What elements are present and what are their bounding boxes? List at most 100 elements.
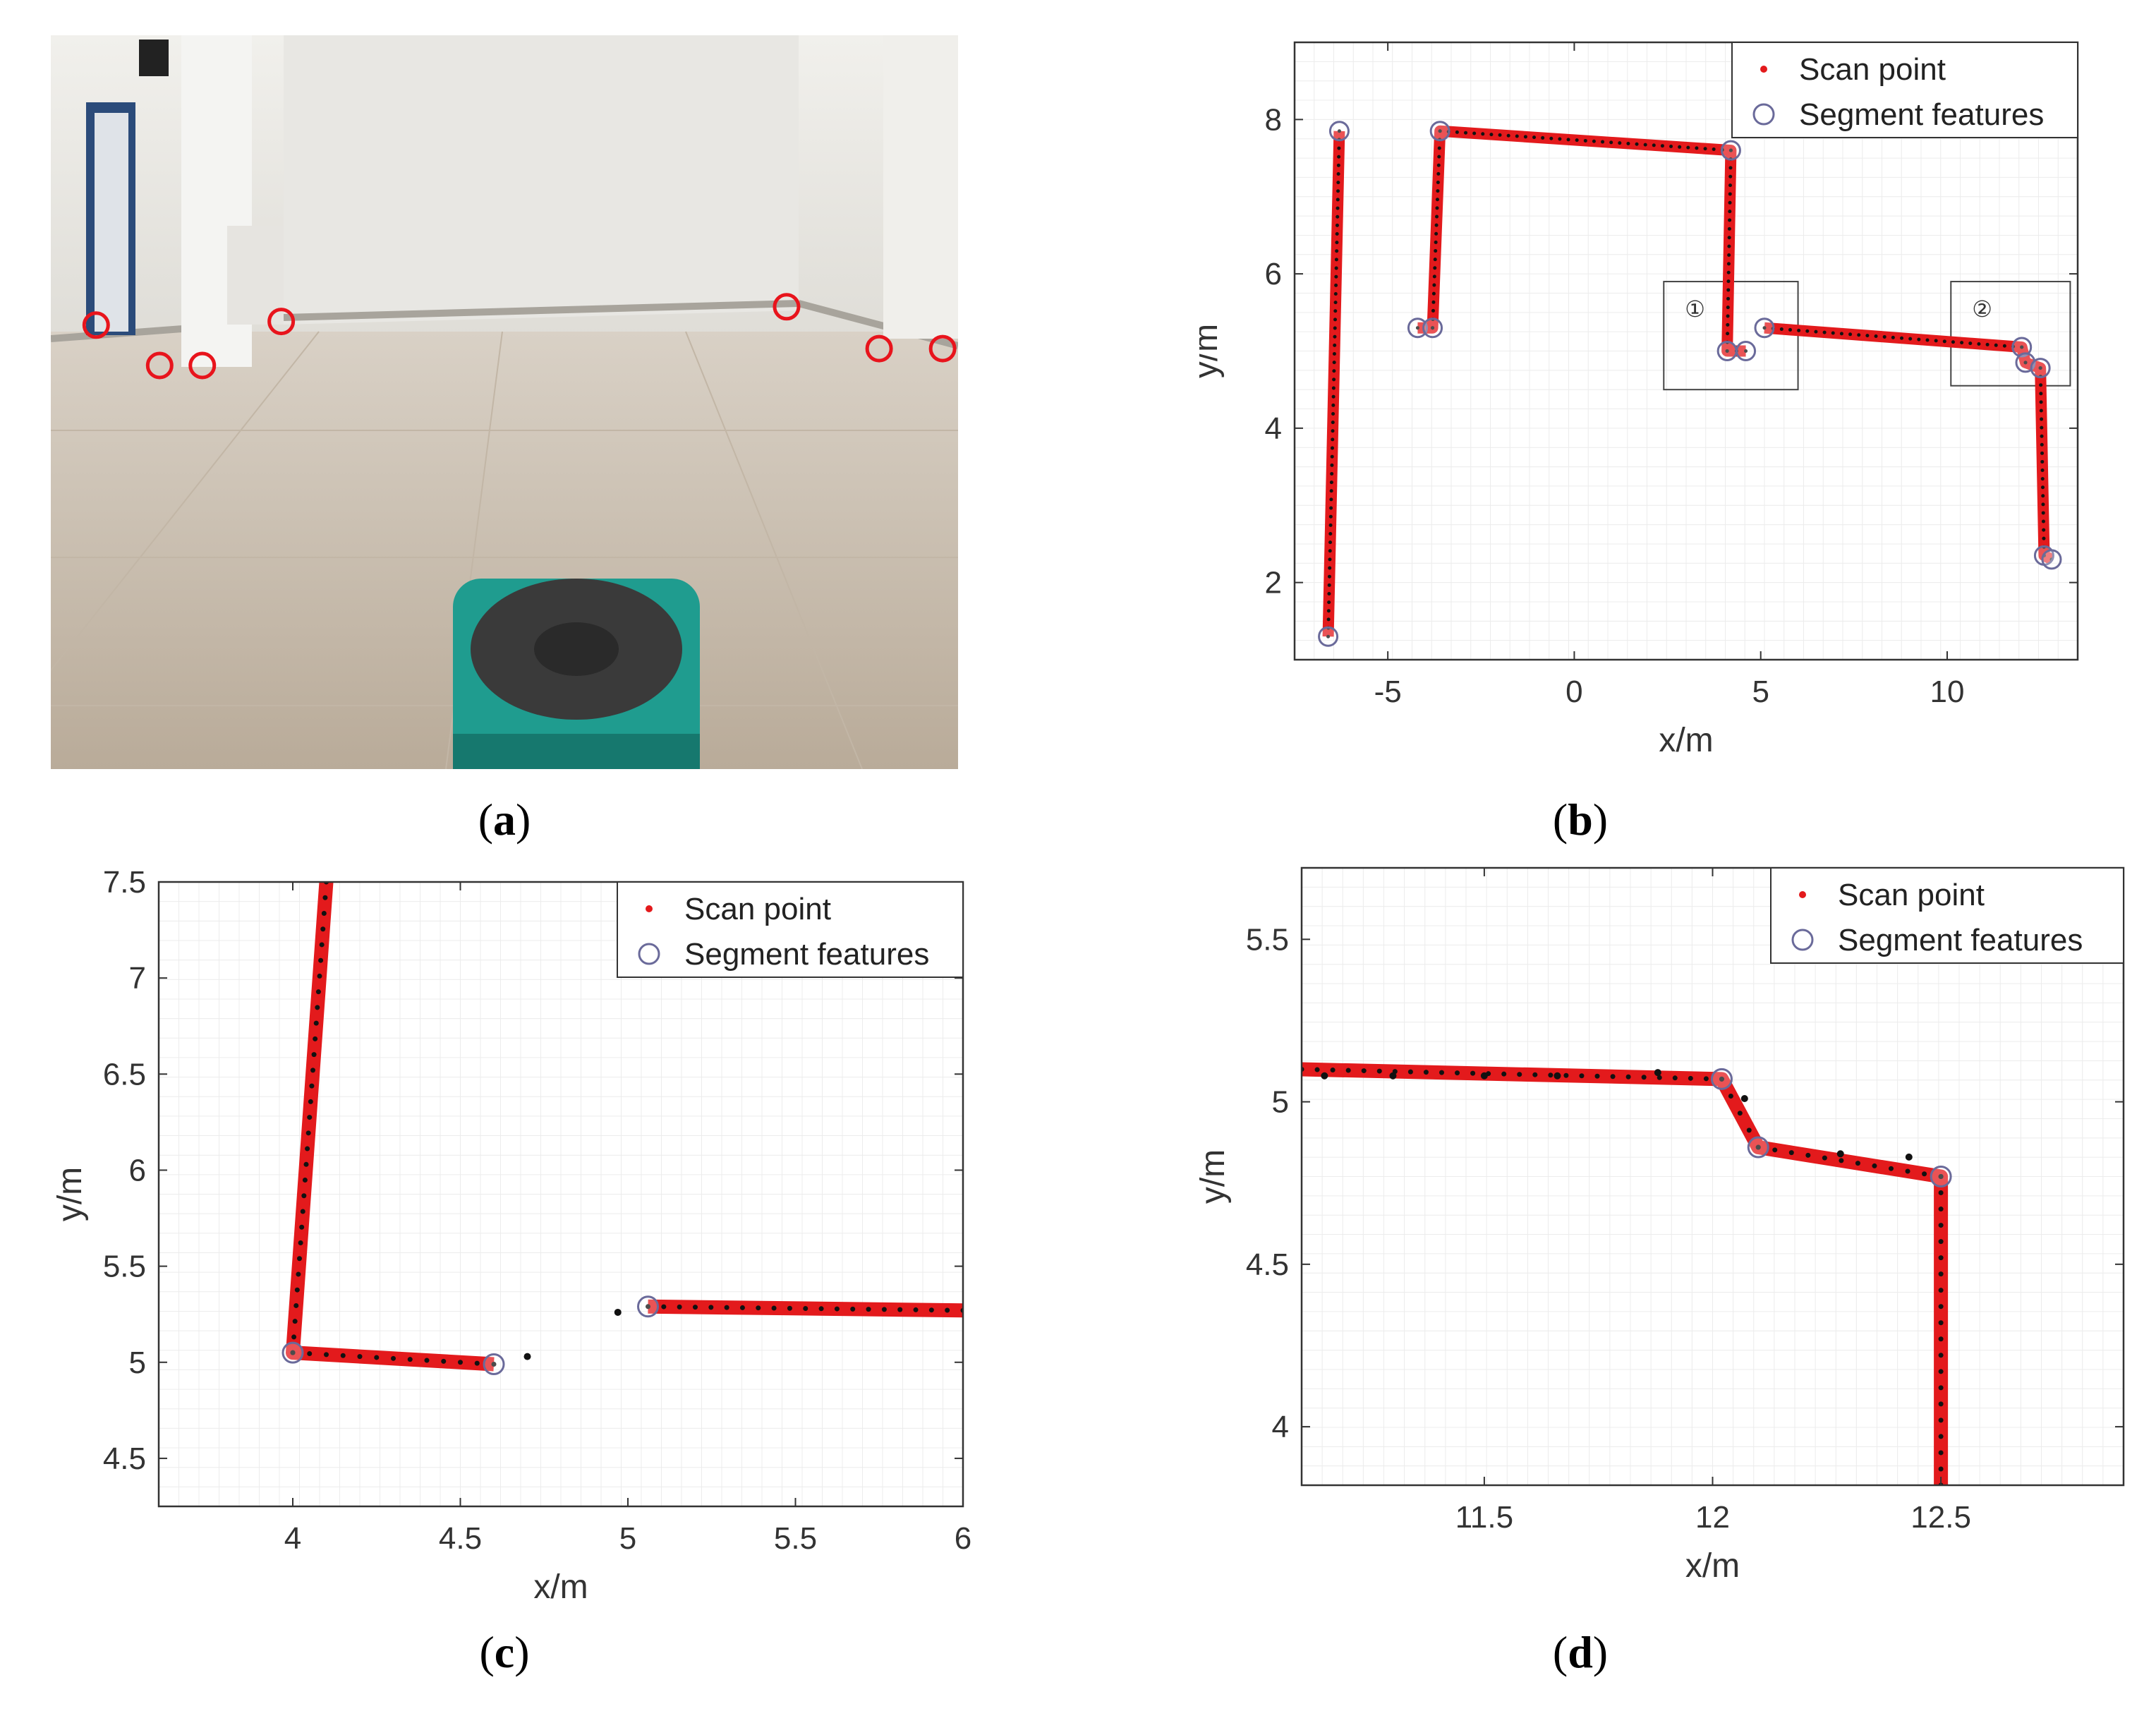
feature-marker-3 (267, 308, 296, 336)
chart-c: 4 4.5 5 5.5 6 4.5 5 5.5 6 6.5 7 7.5 x/m y/m Scan point… (35, 861, 988, 1609)
segment-feature-b-1 (1328, 121, 1350, 142)
scan-point-d-0 (1321, 1072, 1328, 1080)
legend-entry-c-0: Scan point (684, 892, 831, 926)
feature-marker-4 (773, 293, 801, 321)
legend-entry-b-1: Segment features (1799, 97, 2044, 132)
x-tick-label-c-0: 4 (284, 1521, 301, 1556)
segment-feature-d-2 (1930, 1166, 1952, 1187)
y-tick-label-d-0: 4 (1272, 1410, 1289, 1444)
chart-b: ① ② -5 0 5 10 2 4 6 8 x/m y/m Scan point Segment feat… (1187, 35, 2116, 776)
x-tick-label-b-2: 5 (1752, 675, 1769, 709)
x-tick-label-b-0: -5 (1374, 675, 1402, 709)
segment-feature-d-0 (1710, 1068, 1733, 1090)
caption-b: (b) (1552, 794, 1609, 845)
legend-entry-c-1: Segment features (684, 937, 929, 972)
chart-d-svg: 11.5 12 12.5 4 4.5 5 5.5 x/m y/m Scan point Segmen… (1194, 866, 2125, 1585)
y-tick-label-d-2: 5 (1272, 1085, 1289, 1120)
door-inner (95, 113, 128, 332)
segment-feature-b-7 (1736, 341, 1757, 361)
segment-feature-b-11 (2030, 358, 2051, 379)
caption-d: (d) (1552, 1627, 1609, 1677)
scan-point-d-3 (1554, 1072, 1561, 1080)
legend-feature-marker-c (638, 943, 660, 965)
caption-c: (c) (479, 1627, 530, 1677)
axes-frame-b (1293, 41, 2079, 661)
y-tick-label-b-2: 6 (1265, 257, 1282, 291)
right-pillar (883, 35, 958, 339)
legend-c: Scan point Segment features (617, 881, 964, 978)
x-axis-label-b: x/m (1659, 722, 1713, 759)
segment-feature-b-3 (1422, 318, 1443, 339)
caption-a: (a) (478, 794, 531, 845)
x-tick-label-c-4: 6 (955, 1521, 971, 1556)
segment-feature-b-0 (1318, 626, 1339, 647)
scan-points-d-0 (1302, 1067, 1944, 1485)
y-axis-label-d: y/m (1194, 1149, 1232, 1204)
y-tick-label-c-1: 5 (129, 1346, 146, 1380)
y-tick-label-b-1: 4 (1265, 411, 1282, 446)
scan-points-b-0 (1326, 129, 1341, 639)
y-tick-label-c-2: 5.5 (103, 1250, 146, 1284)
scan-point-d-6 (1836, 1150, 1844, 1158)
segment-feature-b-10 (2015, 352, 2036, 373)
legend-d: Scan point Segment features (1770, 867, 2124, 964)
segment-feature-b-9 (2011, 337, 2033, 358)
corridor-photo (50, 35, 959, 770)
chart-b-svg: ① ② -5 0 5 10 2 4 6 8 x/m y/m Scan point Segment feat… (1187, 41, 2079, 759)
scan-points-c-1 (646, 1304, 963, 1313)
feature-marker-2 (188, 351, 217, 380)
segment-feature-b-13 (2041, 549, 2062, 570)
segment-feature-c-1 (483, 1353, 505, 1375)
segment-feature-d-1 (1747, 1136, 1769, 1159)
scan-point-d-2 (1480, 1072, 1488, 1080)
x-tick-label-d-1: 12 (1695, 1500, 1730, 1535)
zoom-box-label-1: ① (1685, 296, 1705, 322)
legend-entry-b-0: Scan point (1799, 52, 1946, 87)
y-tick-label-d-1: 4.5 (1246, 1247, 1289, 1282)
legend-scan-point-marker-d (1799, 891, 1806, 898)
x-axis-label-c: x/m (533, 1568, 588, 1606)
y-tick-label-c-0: 4.5 (103, 1441, 146, 1476)
segment-feature-b-6 (1716, 341, 1738, 361)
segment-feature-c-2 (637, 1295, 659, 1318)
robot (453, 579, 700, 769)
zoom-box-label-2: ② (1972, 296, 1992, 322)
y-tick-label-c-4: 6.5 (103, 1057, 146, 1092)
segment-feature-b-2 (1407, 318, 1428, 339)
y-tick-label-b-3: 8 (1265, 102, 1282, 137)
y-axis-label-c: y/m (52, 1167, 89, 1221)
zoom-box-2 (1950, 281, 2071, 387)
segment-feature-b-8 (1754, 318, 1775, 339)
y-tick-label-c-5: 7 (129, 961, 146, 996)
axes-frame-c (157, 881, 964, 1508)
speaker-left (139, 40, 169, 76)
feature-marker-6 (928, 334, 957, 363)
baseboard (283, 300, 799, 321)
scan-points-b-1 (1415, 129, 1748, 353)
x-tick-label-c-3: 5.5 (774, 1521, 817, 1556)
segment-feature-c-0 (281, 1341, 304, 1364)
y-tick-label-c-6: 7.5 (103, 865, 146, 900)
x-axis-label-d: x/m (1685, 1547, 1740, 1585)
segment-feature-b-5 (1720, 140, 1741, 161)
feature-marker-5 (865, 334, 893, 363)
x-tick-label-c-1: 4.5 (439, 1521, 482, 1556)
scan-point-d-5 (1740, 1094, 1748, 1102)
photo-markers (82, 293, 957, 380)
scan-point-c-0 (523, 1353, 531, 1360)
legend-entry-d-1: Segment features (1838, 923, 2083, 957)
legend-feature-marker-d (1791, 929, 1814, 951)
legend-entry-d-0: Scan point (1838, 878, 1985, 912)
feature-marker-1 (145, 351, 174, 380)
legend-scan-point-marker-c (646, 905, 653, 912)
x-tick-label-d-2: 12.5 (1910, 1500, 1971, 1535)
chart-c-svg: 4 4.5 5 5.5 6 4.5 5 5.5 6 6.5 7 7.5 x/m y/m Scan point… (52, 865, 971, 1606)
scan-point-c-1 (614, 1308, 622, 1316)
y-tick-label-c-3: 6 (129, 1153, 146, 1187)
y-axis-label-b: y/m (1199, 324, 1225, 378)
legend-scan-point-marker-b (1760, 66, 1767, 73)
scan-point-d-7 (1905, 1153, 1913, 1161)
x-tick-label-b-1: 0 (1565, 675, 1582, 709)
y-tick-label-b-0: 2 (1265, 566, 1282, 600)
x-tick-label-c-2: 5 (619, 1521, 636, 1556)
